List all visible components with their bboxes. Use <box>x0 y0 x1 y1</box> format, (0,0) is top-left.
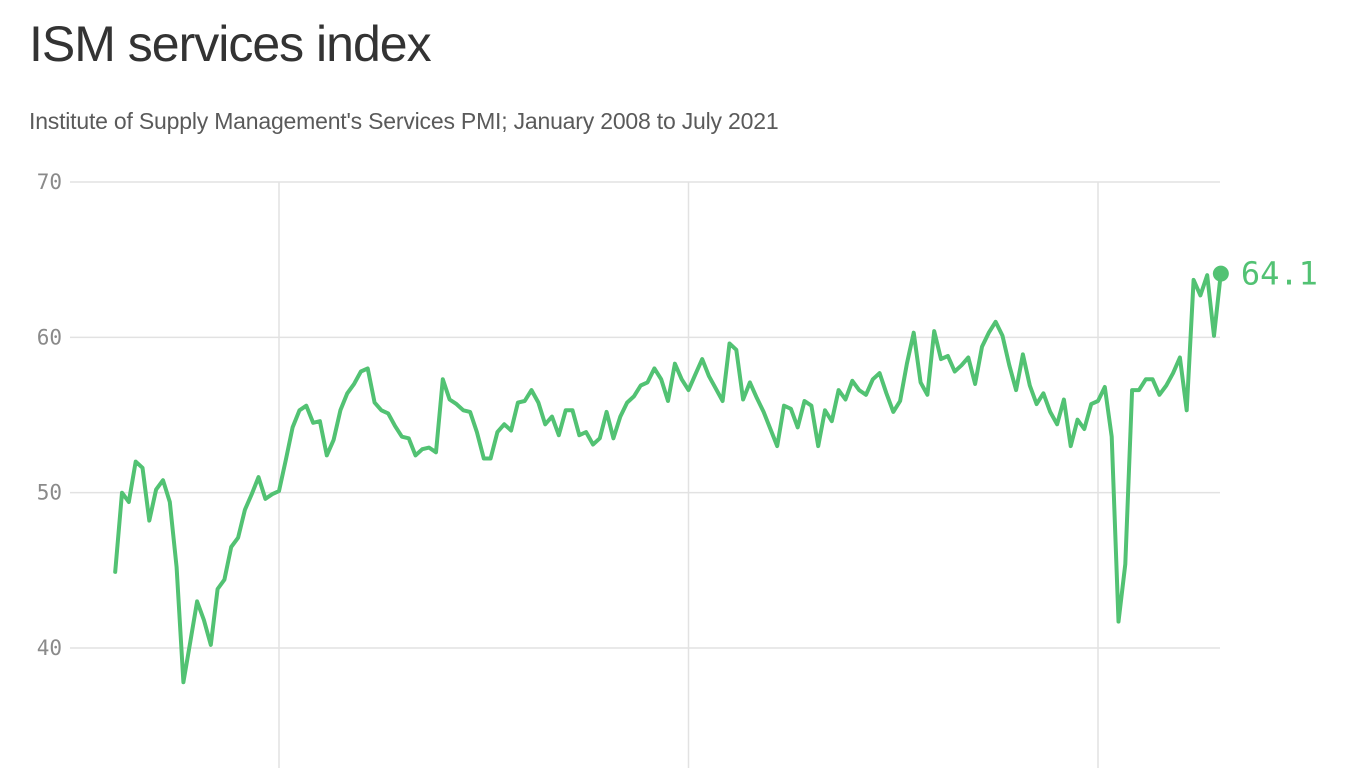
y-tick-label: 50 <box>37 481 62 505</box>
horizontal-gridlines <box>70 181 1220 649</box>
chart-title: ISM services index <box>29 16 432 72</box>
y-tick-label: 40 <box>37 636 62 660</box>
data-line <box>113 271 1223 685</box>
y-tick-label: 70 <box>37 170 62 194</box>
end-point-marker <box>1212 265 1229 282</box>
chart-subtitle: Institute of Supply Management's Service… <box>29 108 779 134</box>
vertical-gridlines <box>278 182 1099 768</box>
y-axis-tick-labels: 40 50 60 70 <box>37 170 62 660</box>
end-value-label: 64.1 <box>1241 255 1318 293</box>
y-tick-label: 60 <box>37 325 62 349</box>
